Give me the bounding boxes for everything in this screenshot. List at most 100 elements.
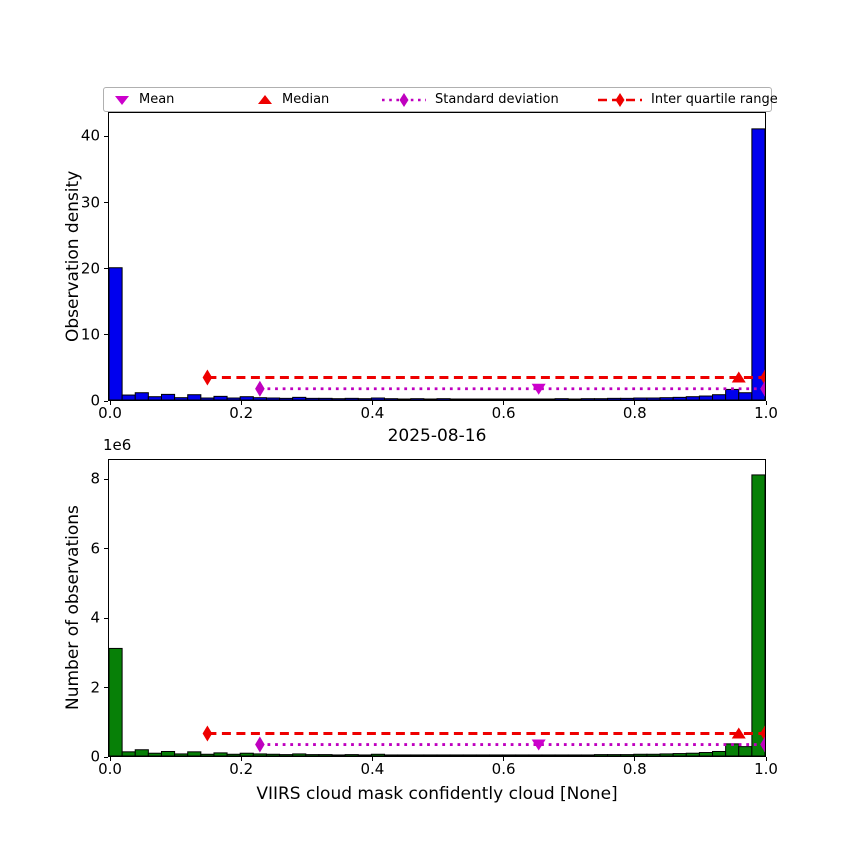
x-tick-mark	[109, 401, 111, 405]
histogram-bar	[370, 397, 386, 400]
histogram-bar	[672, 753, 687, 756]
y-axis-offset-label: 1e6	[103, 436, 132, 454]
legend-item-std: Standard deviation	[382, 88, 559, 111]
histogram-bar	[449, 754, 464, 756]
histogram-bar	[160, 750, 176, 756]
histogram-bar	[331, 754, 346, 756]
y-tick-label: 0	[90, 747, 100, 766]
x-tick-mark	[240, 401, 242, 405]
x-tick-mark	[765, 401, 767, 405]
iqr-right-diamond-icon	[760, 725, 765, 742]
x-tick-label: 0.8	[622, 760, 647, 778]
std-right-diamond-icon	[760, 380, 765, 397]
histogram-bar	[528, 398, 543, 400]
y-tick-label: 10	[80, 325, 100, 344]
histogram-bar	[305, 397, 320, 400]
histogram-bar	[357, 754, 372, 756]
x-tick-label: 0.6	[491, 404, 516, 422]
legend-label-median: Median	[282, 92, 330, 107]
histogram-bar	[174, 753, 189, 756]
histogram-bar	[121, 751, 136, 756]
histogram-bar	[554, 398, 569, 400]
y-tick-mark	[104, 135, 108, 137]
histogram-bar	[252, 753, 267, 756]
histogram-bar	[292, 753, 307, 756]
iqr-left-diamond-icon	[202, 725, 213, 742]
histogram-bar	[580, 398, 595, 400]
x-tick-mark	[109, 757, 111, 761]
diamond-dashed-line-icon	[598, 92, 642, 107]
triangle-down-icon	[115, 95, 129, 105]
histogram-bar	[109, 647, 123, 756]
legend-label-std: Standard deviation	[435, 92, 559, 107]
median-marker-icon	[731, 371, 746, 383]
y-tick-mark	[104, 202, 108, 204]
histogram-bar	[528, 754, 543, 756]
histogram-bar	[344, 754, 359, 756]
histogram-bar	[738, 746, 753, 756]
histogram-bar	[620, 397, 635, 400]
y-tick-mark	[104, 478, 108, 480]
histogram-bar	[134, 749, 149, 756]
histogram-bar	[239, 752, 254, 756]
number-of-observations-histogram	[109, 474, 765, 756]
histogram-bar	[475, 754, 490, 756]
histogram-bar	[187, 751, 202, 756]
histogram-bar	[488, 398, 504, 400]
histogram-bar	[410, 754, 425, 756]
x-tick-label: 0.6	[491, 760, 516, 778]
histogram-bar	[436, 754, 451, 756]
y-tick-mark	[104, 334, 108, 336]
histogram-bar	[370, 753, 386, 756]
histogram-bar	[187, 394, 202, 400]
histogram-bar	[685, 396, 700, 400]
histogram-bar	[633, 753, 648, 756]
legend-label-mean: Mean	[139, 92, 175, 107]
histogram-bar	[593, 398, 609, 400]
y-tick-mark	[104, 617, 108, 619]
histogram-bar	[659, 753, 674, 756]
histogram-bar	[397, 398, 412, 400]
std-left-diamond-icon	[255, 380, 265, 397]
histogram-bar	[515, 754, 530, 756]
histogram-bar	[318, 754, 333, 756]
histogram-bar	[147, 752, 162, 756]
histogram-bar	[462, 754, 477, 756]
x-tick-mark	[240, 757, 242, 761]
histogram-bar	[423, 754, 438, 756]
histogram-bar	[502, 398, 517, 400]
x-tick-label: 0.2	[229, 760, 254, 778]
triangle-up-icon	[258, 94, 272, 104]
histogram-bar	[239, 396, 254, 400]
legend-item-median: Median	[257, 88, 329, 111]
median-marker-icon	[731, 727, 746, 739]
legend-label-iqr: Inter quartile range	[651, 92, 778, 107]
histogram-bar	[436, 398, 451, 400]
histogram-bar	[541, 398, 556, 400]
std-right-diamond-icon	[760, 736, 765, 753]
histogram-bar	[502, 754, 517, 756]
histogram-bar	[384, 754, 399, 756]
histogram-bar	[751, 474, 765, 756]
top-histogram-axes: 0.0 0.2 0.4 0.6 0.8 1.0 0 10 20 30 40	[81, 112, 778, 421]
iqr-left-diamond-icon	[202, 369, 213, 386]
histogram-bar	[318, 397, 333, 400]
histogram-bar	[567, 398, 582, 400]
std-left-diamond-icon	[255, 736, 265, 753]
y-tick-mark	[104, 400, 108, 402]
diamond-dotted-line-icon	[382, 92, 426, 107]
histogram-bar	[698, 395, 714, 400]
histogram-bar	[265, 397, 281, 400]
histogram-bar	[672, 396, 687, 400]
y-tick-label: 8	[90, 469, 100, 488]
histogram-bar	[685, 752, 700, 756]
histogram-bar	[712, 394, 727, 400]
histogram-bar	[659, 397, 674, 400]
histogram-bar	[226, 753, 241, 756]
bottom-chart-ylabel: Number of observations	[63, 505, 83, 711]
x-tick-label: 0.4	[360, 760, 385, 778]
y-tick-label: 20	[80, 259, 100, 278]
histogram-bar	[462, 398, 477, 400]
histogram-bar	[633, 397, 648, 400]
